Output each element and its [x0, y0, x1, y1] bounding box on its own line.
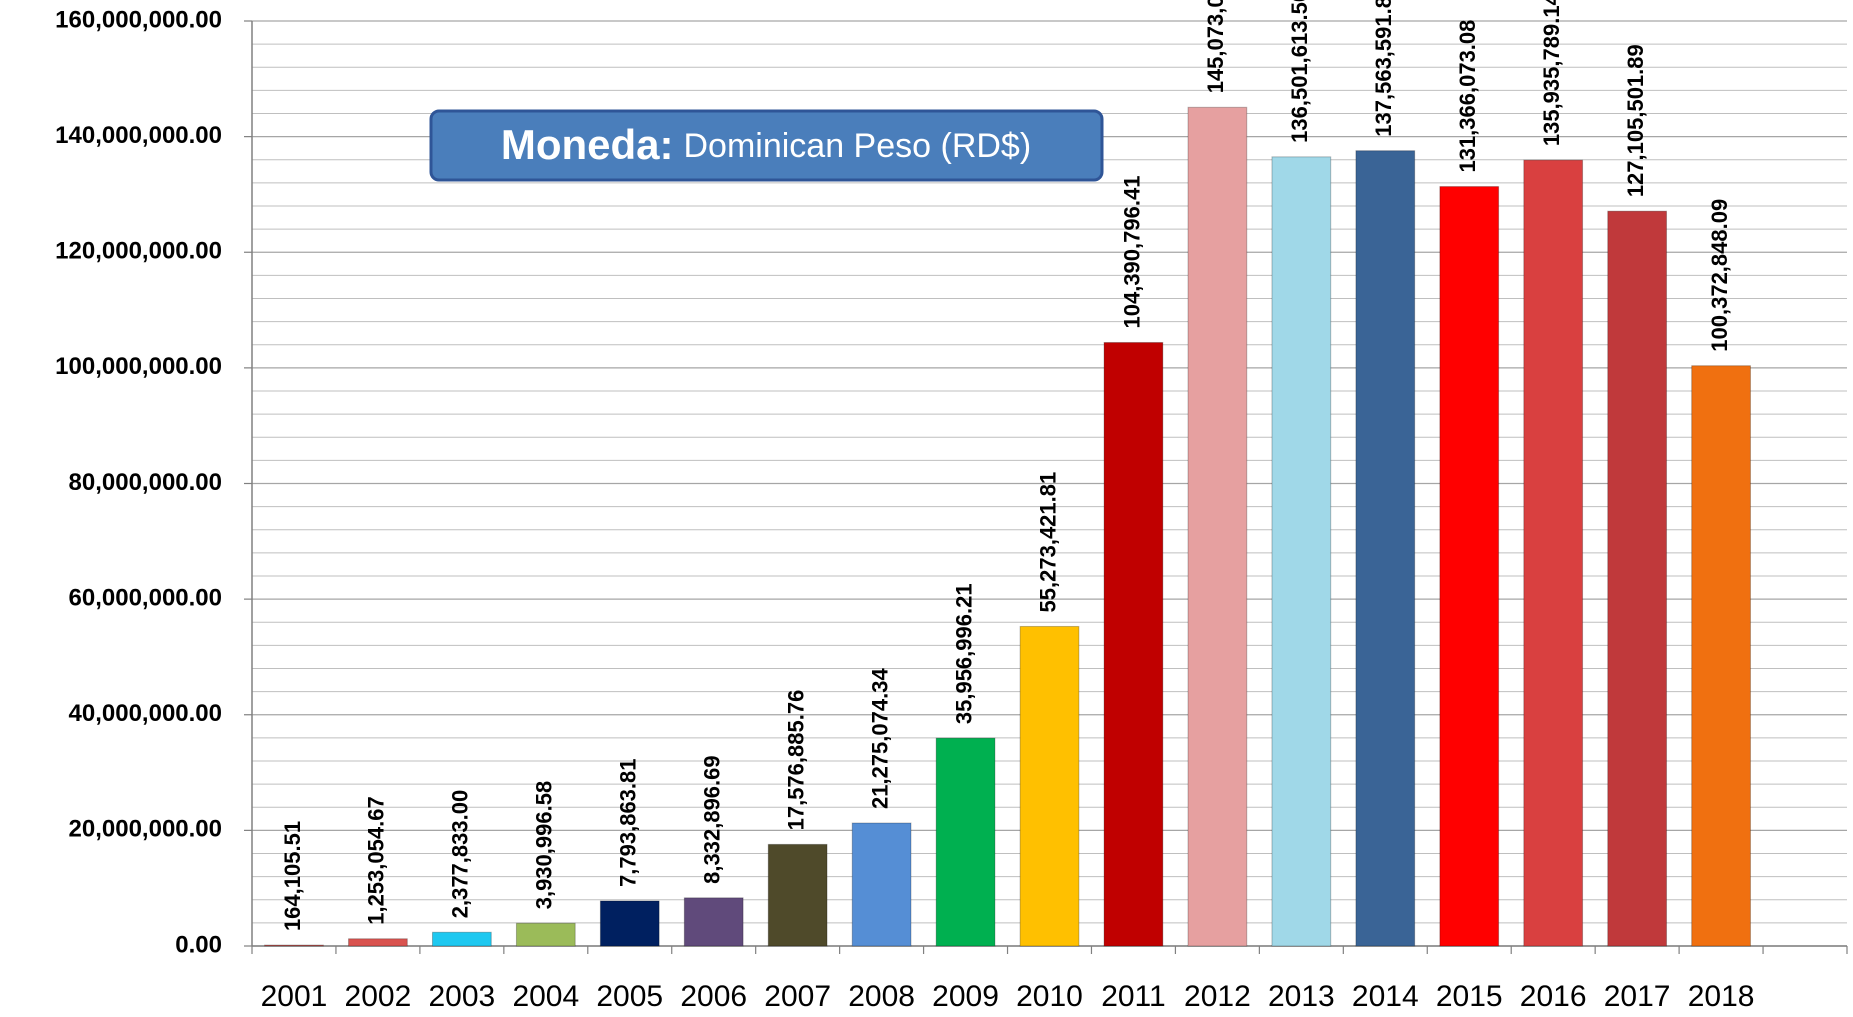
bar	[1355, 150, 1416, 947]
bar	[1439, 186, 1500, 947]
bar	[767, 843, 828, 947]
bar	[1691, 365, 1751, 947]
y-tick-label: 140,000,000.00	[55, 122, 222, 149]
bar	[683, 897, 744, 947]
x-tick-label: 2006	[680, 980, 747, 1013]
bar	[1187, 106, 1248, 947]
x-tick-label: 2004	[512, 980, 579, 1013]
value-label: 55,273,421.81	[1035, 472, 1060, 613]
x-tick-label: 2008	[848, 980, 915, 1013]
annotation-text: Dominican Peso (RD$)	[683, 127, 1031, 165]
value-label: 127,105,501.89	[1623, 44, 1648, 197]
value-label: 2,377,833.00	[448, 790, 473, 918]
x-tick-label: 2001	[261, 980, 328, 1013]
x-tick-label: 2012	[1184, 980, 1251, 1013]
x-tick-label: 2015	[1436, 980, 1503, 1013]
x-tick-label: 2018	[1688, 980, 1755, 1013]
bar	[264, 944, 324, 947]
bar	[1271, 156, 1332, 947]
x-tick-label: 2009	[932, 980, 999, 1013]
annotation: Moneda: Dominican Peso (RD$)	[501, 121, 1031, 168]
y-tick-label: 0.00	[175, 931, 222, 958]
y-tick-label: 80,000,000.00	[69, 469, 222, 496]
value-label: 104,390,796.41	[1119, 176, 1144, 329]
annotation-label: Moneda:	[501, 121, 674, 168]
value-label: 17,576,885.76	[783, 690, 808, 831]
y-tick-label: 120,000,000.00	[55, 238, 222, 265]
x-tick-label: 2016	[1520, 980, 1587, 1013]
bar	[431, 931, 492, 947]
value-label: 100,372,848.09	[1707, 199, 1732, 352]
value-label: 7,793,863.81	[616, 758, 641, 886]
value-label: 1,253,054.67	[364, 796, 389, 924]
y-tick-label: 160,000,000.00	[55, 6, 222, 33]
bar	[851, 822, 912, 947]
bar	[935, 737, 996, 947]
value-label: 131,366,073.08	[1455, 20, 1480, 173]
x-tick-label: 2002	[345, 980, 412, 1013]
x-tick-label: 2005	[596, 980, 663, 1013]
bar	[1607, 210, 1668, 947]
bar	[348, 938, 408, 947]
value-label: 35,956,996.21	[951, 583, 976, 724]
bar	[599, 900, 660, 947]
x-tick-label: 2007	[764, 980, 831, 1013]
value-label: 137,563,591.84	[1371, 0, 1396, 137]
bar	[1019, 625, 1080, 947]
bar	[1103, 341, 1164, 947]
annotation-box	[429, 109, 1104, 182]
value-label: 136,501,613.50	[1287, 0, 1312, 143]
bar	[1523, 159, 1584, 947]
x-tick-label: 2013	[1268, 980, 1335, 1013]
y-tick-label: 20,000,000.00	[69, 816, 222, 843]
value-label: 3,930,996.58	[532, 781, 557, 909]
value-label: 8,332,896.69	[700, 755, 725, 883]
x-tick-label: 2017	[1604, 980, 1671, 1013]
y-tick-label: 60,000,000.00	[69, 584, 222, 611]
x-tick-label: 2011	[1101, 980, 1166, 1013]
x-tick-label: 2010	[1016, 980, 1083, 1013]
value-label: 135,935,789.14	[1539, 0, 1564, 146]
x-tick-label: 2014	[1352, 980, 1419, 1013]
value-label: 164,105.51	[280, 821, 305, 931]
y-tick-label: 100,000,000.00	[55, 353, 222, 380]
x-tick-label: 2003	[428, 980, 495, 1013]
value-label: 145,073,060.63	[1203, 0, 1228, 93]
y-tick-label: 40,000,000.00	[69, 700, 222, 727]
value-label: 21,275,074.34	[867, 668, 892, 809]
bar	[515, 922, 576, 947]
